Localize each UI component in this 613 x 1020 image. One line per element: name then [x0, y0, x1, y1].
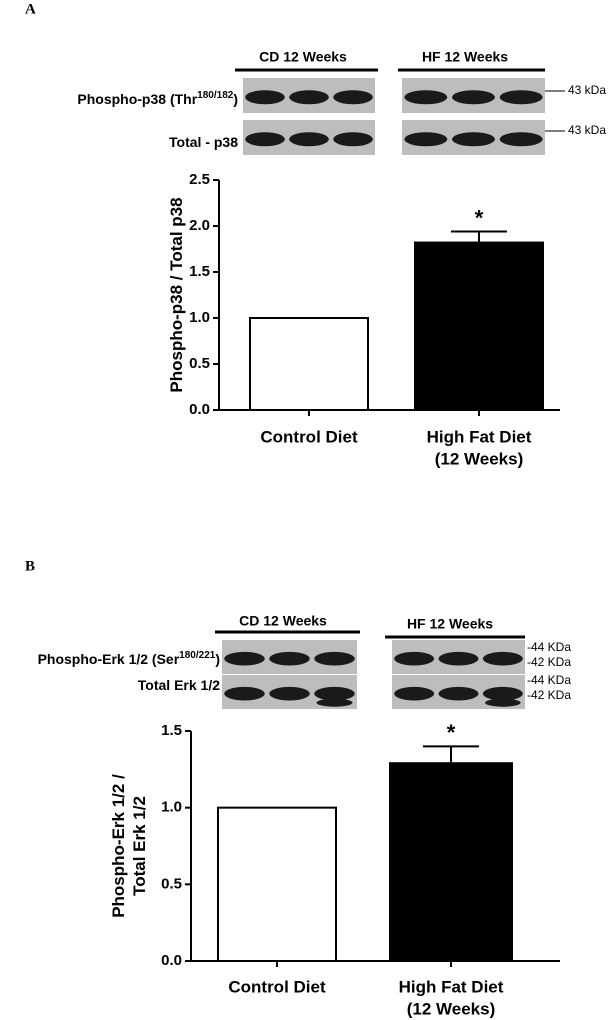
- size-marker: 43 kDa: [568, 123, 606, 137]
- y-tick-label: 0.5: [189, 355, 210, 372]
- blot-band: [224, 651, 265, 666]
- blot-group-label: HF 12 Weeks: [407, 616, 493, 632]
- y-tick-label: 2.0: [189, 217, 210, 234]
- blot-row-label-part: Total Erk 1/2: [138, 677, 220, 693]
- blot-band: [245, 90, 285, 105]
- blot-row-label-part: 180/221: [179, 650, 216, 661]
- y-tick-label: 1.0: [189, 309, 210, 326]
- significance-marker: *: [475, 205, 484, 230]
- x-tick-label: Control Diet: [260, 427, 358, 446]
- error-bar: [451, 230, 507, 243]
- y-axis-label-line: Phospho-Erk 1/2 /: [109, 774, 128, 918]
- x-tick-label: (12 Weeks): [407, 999, 496, 1018]
- x-tick-label: (12 Weeks): [435, 449, 524, 468]
- y-tick-label: 0.0: [189, 401, 210, 418]
- x-tick-label: High Fat Diet: [399, 977, 504, 996]
- blot-row-label-part: ): [233, 91, 238, 107]
- blot-band: [245, 132, 285, 147]
- blot-row-label: Total Erk 1/2: [138, 677, 220, 693]
- size-marker: -44 KDa: [527, 640, 571, 654]
- blot-band: [316, 698, 353, 707]
- y-tick-label: 1.5: [189, 263, 210, 280]
- blot-row-label: Total - p38: [169, 134, 238, 150]
- blot-band: [438, 686, 479, 701]
- y-axis-label-line: Phospho-p38 / Total p38: [167, 197, 186, 392]
- y-tick-label: 2.5: [189, 171, 210, 188]
- size-marker: -44 KDa: [527, 673, 571, 687]
- blot-band: [333, 132, 373, 147]
- blot-row-label-part: 180/182: [197, 90, 234, 101]
- y-tick-label: 1.0: [161, 799, 182, 816]
- blot-band: [394, 651, 435, 666]
- blot-band: [394, 686, 435, 701]
- size-marker: -42 KDa: [527, 655, 571, 669]
- blot-group-label: CD 12 Weeks: [239, 613, 327, 629]
- y-tick-label: 0.5: [161, 875, 182, 892]
- blot-band: [314, 686, 355, 701]
- blot-row-label-part: Phospho-p38 (Thr: [77, 91, 197, 107]
- size-marker: 43 kDa: [568, 83, 606, 97]
- panel-label: B: [25, 558, 35, 574]
- blot-band: [289, 90, 329, 105]
- blot-band: [452, 90, 495, 105]
- x-tick-label: High Fat Diet: [427, 427, 532, 446]
- blot-band: [404, 132, 448, 147]
- blot-band: [482, 651, 523, 666]
- blot-row-label-part: Total - p38: [169, 134, 238, 150]
- blot-band: [499, 90, 543, 105]
- y-tick-label: 0.0: [161, 952, 182, 969]
- y-tick-label: 1.5: [161, 722, 182, 739]
- blot-group-label: CD 12 Weeks: [259, 49, 347, 65]
- blot-band: [452, 132, 495, 147]
- blot-row-label-part: Phospho-Erk 1/2 (Ser: [38, 651, 180, 667]
- x-tick-label: Control Diet: [228, 977, 326, 996]
- blot-band: [482, 686, 523, 701]
- blot-band: [438, 651, 479, 666]
- size-marker: -42 KDa: [527, 688, 571, 702]
- blot-band: [404, 90, 448, 105]
- blot-band: [314, 651, 355, 666]
- significance-marker: *: [447, 720, 456, 745]
- blot-band: [485, 698, 521, 707]
- blot-band: [499, 132, 543, 147]
- blot-band: [269, 651, 310, 666]
- blot-row-label: Phospho-p38 (Thr180/182): [77, 90, 238, 107]
- y-axis-label: Phospho-Erk 1/2 /Total Erk 1/2: [109, 774, 149, 918]
- y-axis-label-line: Total Erk 1/2: [130, 796, 149, 896]
- blot-band: [269, 686, 310, 701]
- blot-band: [224, 686, 265, 701]
- blot-band: [289, 132, 329, 147]
- blot-band: [333, 90, 373, 105]
- blot-row-label-part: ): [215, 651, 220, 667]
- y-axis-label: Phospho-p38 / Total p38: [167, 197, 186, 392]
- panel-label: A: [25, 1, 36, 17]
- blot-row-label: Phospho-Erk 1/2 (Ser180/221): [38, 650, 220, 667]
- error-bar: [423, 745, 479, 764]
- bar: [249, 317, 369, 411]
- bar: [414, 241, 544, 411]
- bar: [217, 806, 337, 963]
- blot-group-label: HF 12 Weeks: [422, 49, 508, 65]
- bar: [389, 762, 513, 963]
